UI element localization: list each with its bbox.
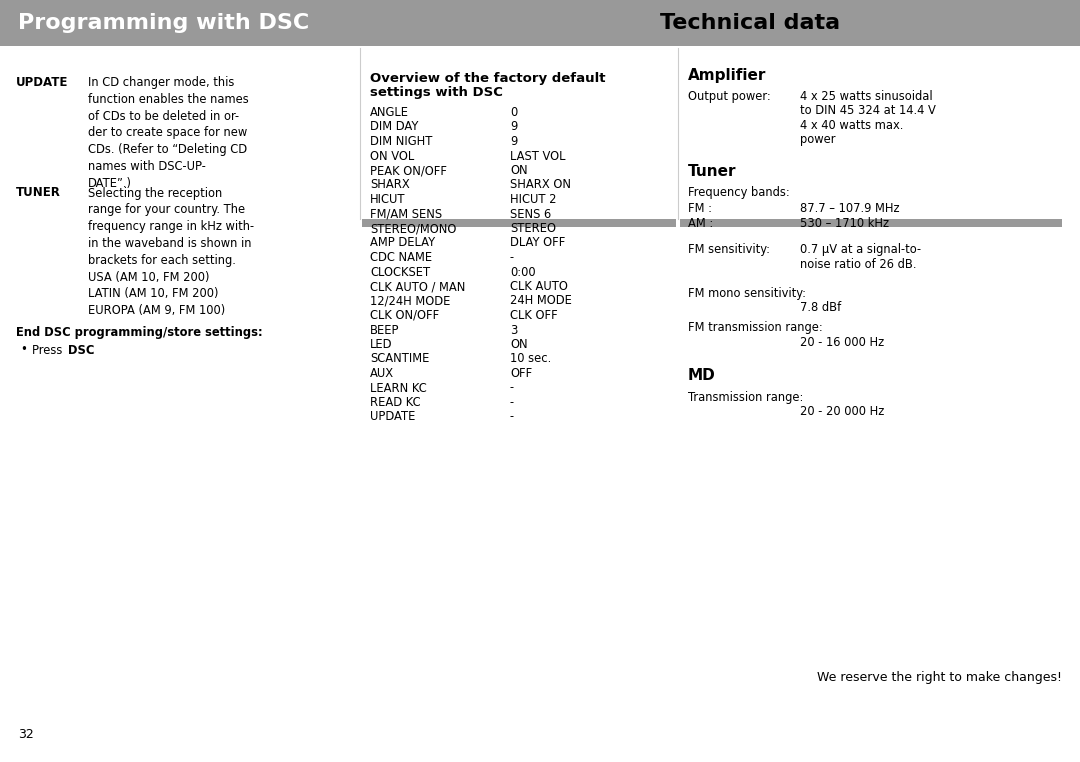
Text: Transmission range:: Transmission range: bbox=[688, 390, 804, 404]
Text: LAST VOL: LAST VOL bbox=[510, 149, 566, 162]
Text: FM/AM SENS: FM/AM SENS bbox=[370, 207, 442, 220]
Text: 4 x 40 watts max.: 4 x 40 watts max. bbox=[800, 119, 903, 132]
Text: CLK AUTO: CLK AUTO bbox=[510, 280, 568, 293]
Text: 12/24H MODE: 12/24H MODE bbox=[370, 294, 450, 308]
Text: UPDATE: UPDATE bbox=[16, 76, 68, 89]
Bar bbox=[362, 219, 676, 227]
Text: 7.8 dBf: 7.8 dBf bbox=[800, 301, 841, 314]
Text: Selecting the reception
range for your country. The
frequency range in kHz with-: Selecting the reception range for your c… bbox=[87, 187, 254, 317]
Text: to DIN 45 324 at 14.4 V: to DIN 45 324 at 14.4 V bbox=[800, 104, 936, 117]
Text: DIM NIGHT: DIM NIGHT bbox=[370, 135, 432, 148]
Text: LED: LED bbox=[370, 338, 392, 351]
Text: Technical data: Technical data bbox=[660, 13, 840, 33]
Text: SENS 6: SENS 6 bbox=[510, 207, 551, 220]
Text: Amplifier: Amplifier bbox=[688, 68, 767, 83]
Text: 0.7 μV at a signal-to-: 0.7 μV at a signal-to- bbox=[800, 244, 921, 257]
Text: CLK ON/OFF: CLK ON/OFF bbox=[370, 309, 440, 322]
Text: MD: MD bbox=[688, 369, 716, 383]
Text: FM sensitivity:: FM sensitivity: bbox=[688, 244, 770, 257]
Text: settings with DSC: settings with DSC bbox=[370, 86, 503, 99]
Text: power: power bbox=[800, 133, 836, 146]
Text: UPDATE: UPDATE bbox=[370, 411, 416, 424]
Text: HICUT 2: HICUT 2 bbox=[510, 193, 556, 206]
Text: CLK OFF: CLK OFF bbox=[510, 309, 557, 322]
Text: We reserve the right to make changes!: We reserve the right to make changes! bbox=[816, 671, 1062, 684]
Text: BEEP: BEEP bbox=[370, 324, 400, 337]
Text: In CD changer mode, this
function enables the names
of CDs to be deleted in or-
: In CD changer mode, this function enable… bbox=[87, 76, 248, 190]
Text: FM :: FM : bbox=[688, 203, 712, 216]
Text: ON VOL: ON VOL bbox=[370, 149, 415, 162]
Text: 3: 3 bbox=[510, 324, 517, 337]
Text: 530 – 1710 kHz: 530 – 1710 kHz bbox=[800, 217, 889, 230]
Text: 9: 9 bbox=[510, 135, 517, 148]
Text: 87.7 – 107.9 MHz: 87.7 – 107.9 MHz bbox=[800, 203, 900, 216]
Bar bbox=[0, 0, 1080, 46]
Text: -: - bbox=[510, 396, 514, 409]
Text: Output power:: Output power: bbox=[688, 90, 771, 103]
Text: 24H MODE: 24H MODE bbox=[510, 294, 572, 308]
Text: ANGLE: ANGLE bbox=[370, 106, 409, 119]
Text: Tuner: Tuner bbox=[688, 164, 737, 179]
Text: 10 sec.: 10 sec. bbox=[510, 353, 551, 366]
Text: 20 - 20 000 Hz: 20 - 20 000 Hz bbox=[800, 405, 885, 418]
Text: 4 x 25 watts sinusoidal: 4 x 25 watts sinusoidal bbox=[800, 90, 933, 103]
Text: DIM DAY: DIM DAY bbox=[370, 120, 418, 133]
Text: STEREO/MONO: STEREO/MONO bbox=[370, 222, 457, 235]
Text: LEARN KC: LEARN KC bbox=[370, 382, 427, 395]
Text: Programming with DSC: Programming with DSC bbox=[18, 13, 309, 33]
Text: -: - bbox=[510, 382, 514, 395]
Text: DSC: DSC bbox=[68, 344, 94, 357]
Text: DLAY OFF: DLAY OFF bbox=[510, 236, 565, 249]
Text: ON: ON bbox=[510, 338, 528, 351]
Text: •: • bbox=[21, 344, 27, 357]
Text: .: . bbox=[91, 344, 95, 357]
Text: TUNER: TUNER bbox=[16, 187, 60, 200]
Text: 20 - 16 000 Hz: 20 - 16 000 Hz bbox=[800, 336, 885, 349]
Text: 0: 0 bbox=[510, 106, 517, 119]
Text: AUX: AUX bbox=[370, 367, 394, 380]
Text: Frequency bands:: Frequency bands: bbox=[688, 186, 789, 199]
Text: FM transmission range:: FM transmission range: bbox=[688, 322, 823, 335]
Text: 0:00: 0:00 bbox=[510, 265, 536, 278]
Text: ON: ON bbox=[510, 164, 528, 177]
Text: AMP DELAY: AMP DELAY bbox=[370, 236, 435, 249]
Text: STEREO: STEREO bbox=[510, 222, 556, 235]
Text: PEAK ON/OFF: PEAK ON/OFF bbox=[370, 164, 447, 177]
Text: OFF: OFF bbox=[510, 367, 532, 380]
Text: -: - bbox=[510, 251, 514, 264]
Text: Overview of the factory default: Overview of the factory default bbox=[370, 72, 606, 85]
Text: SCANTIME: SCANTIME bbox=[370, 353, 430, 366]
Text: 32: 32 bbox=[18, 728, 33, 741]
Text: 9: 9 bbox=[510, 120, 517, 133]
Text: Press: Press bbox=[32, 344, 66, 357]
Text: -: - bbox=[510, 411, 514, 424]
Text: CLOCKSET: CLOCKSET bbox=[370, 265, 430, 278]
Text: AM :: AM : bbox=[688, 217, 713, 230]
Text: READ KC: READ KC bbox=[370, 396, 420, 409]
Text: SHARX: SHARX bbox=[370, 178, 409, 191]
Bar bbox=[680, 219, 1062, 227]
Text: CDC NAME: CDC NAME bbox=[370, 251, 432, 264]
Text: CLK AUTO / MAN: CLK AUTO / MAN bbox=[370, 280, 465, 293]
Text: FM mono sensitivity:: FM mono sensitivity: bbox=[688, 287, 806, 299]
Text: End DSC programming/store settings:: End DSC programming/store settings: bbox=[16, 326, 262, 339]
Text: SHARX ON: SHARX ON bbox=[510, 178, 571, 191]
Text: HICUT: HICUT bbox=[370, 193, 405, 206]
Text: noise ratio of 26 dB.: noise ratio of 26 dB. bbox=[800, 258, 917, 271]
